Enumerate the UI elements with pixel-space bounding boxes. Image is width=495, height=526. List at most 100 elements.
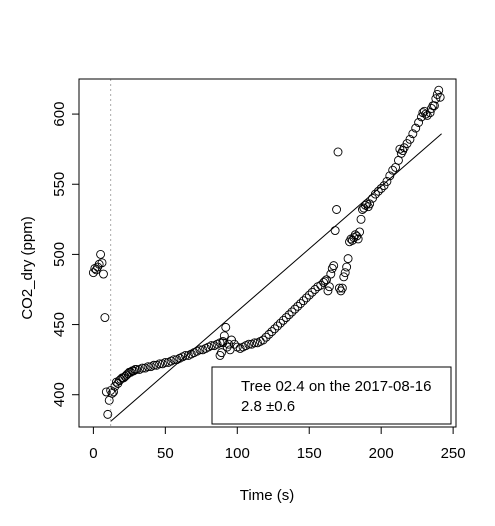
x-tick-label: 250 <box>441 445 466 462</box>
data-point <box>296 299 306 308</box>
data-point <box>110 381 120 391</box>
data-point <box>429 101 439 111</box>
data-point <box>155 359 165 369</box>
data-point <box>324 282 334 292</box>
data-point <box>332 205 342 214</box>
data-point <box>100 313 110 322</box>
data-point <box>405 134 415 144</box>
data-point <box>101 387 111 397</box>
data-point <box>356 214 366 224</box>
data-point <box>323 286 333 296</box>
data-point <box>103 409 113 419</box>
data-point <box>432 89 442 99</box>
data-point <box>370 189 380 199</box>
y-axis: 400 450 500 550 600 <box>51 102 80 407</box>
x-axis-label: Time (s) <box>240 487 294 504</box>
data-point <box>382 176 392 186</box>
data-point <box>411 123 421 133</box>
data-point <box>109 387 118 397</box>
data-point <box>414 118 424 127</box>
data-point <box>373 186 383 196</box>
data-point <box>244 339 254 349</box>
legend-box <box>211 366 452 425</box>
data-point <box>195 345 205 355</box>
data-point <box>319 278 329 287</box>
data-point <box>333 147 343 157</box>
data-point <box>88 268 98 278</box>
data-point <box>276 318 285 328</box>
data-point <box>388 165 398 175</box>
data-point <box>340 268 350 278</box>
data-point <box>408 129 418 139</box>
data-point <box>421 109 431 119</box>
data-point <box>290 304 300 314</box>
data-point <box>301 293 311 303</box>
data-point <box>261 332 271 342</box>
data-point <box>337 283 347 293</box>
data-point <box>355 227 365 237</box>
data-point <box>122 370 131 380</box>
data-point <box>287 307 297 317</box>
legend-line-1: Tree 02.4 on the 2017-08-16 <box>241 378 431 395</box>
data-points <box>88 85 445 419</box>
data-point <box>250 338 259 348</box>
data-point <box>221 322 231 332</box>
data-point <box>169 355 179 365</box>
data-point <box>264 329 274 339</box>
y-tick-label: 500 <box>51 242 68 267</box>
data-point <box>343 254 353 264</box>
data-point <box>330 226 340 235</box>
data-point <box>278 315 288 325</box>
data-point <box>267 327 277 337</box>
y-tick-label: 550 <box>51 172 68 197</box>
data-point <box>365 199 375 209</box>
data-point <box>132 365 142 374</box>
data-point <box>417 112 426 122</box>
data-point <box>160 358 170 367</box>
data-point <box>270 324 280 334</box>
x-tick-label: 200 <box>369 445 394 462</box>
data-point <box>281 313 291 322</box>
data-point <box>114 376 124 386</box>
data-point <box>258 335 268 345</box>
data-point <box>284 310 294 320</box>
data-point <box>273 321 283 331</box>
data-point <box>96 249 106 259</box>
y-tick-label: 450 <box>51 312 68 337</box>
data-point <box>293 301 303 311</box>
data-point <box>307 287 317 297</box>
data-point <box>329 261 339 271</box>
legend-line-2: 2.8 ±0.6 <box>241 398 295 415</box>
data-point <box>376 184 386 193</box>
data-point <box>310 285 320 294</box>
data-point <box>219 331 229 341</box>
data-point <box>97 258 107 268</box>
data-point <box>435 92 445 102</box>
y-tick-label: 400 <box>51 382 68 407</box>
data-point <box>304 290 314 300</box>
data-point <box>431 94 441 104</box>
data-point <box>326 269 336 279</box>
regression-line <box>110 133 442 422</box>
data-point <box>218 336 228 346</box>
data-point <box>342 262 352 272</box>
x-tick-label: 0 <box>89 445 97 462</box>
x-axis: 0 50 100 150 200 250 <box>89 426 466 462</box>
data-point <box>206 341 216 351</box>
data-point <box>422 111 432 120</box>
data-point <box>137 363 147 373</box>
data-point <box>149 360 159 370</box>
data-point <box>434 85 444 95</box>
data-point <box>143 362 153 372</box>
data-point <box>181 350 190 360</box>
legend: Tree 02.4 on the 2017-08-16 2.8 ±0.6 <box>211 366 452 425</box>
data-point <box>320 276 330 286</box>
data-point <box>299 296 308 306</box>
x-tick-label: 150 <box>297 445 322 462</box>
y-axis-label: CO2_dry (ppm) <box>19 216 36 319</box>
y-tick-label: 600 <box>51 102 68 127</box>
data-point <box>339 272 349 282</box>
data-point <box>99 269 108 279</box>
data-point <box>229 339 239 349</box>
